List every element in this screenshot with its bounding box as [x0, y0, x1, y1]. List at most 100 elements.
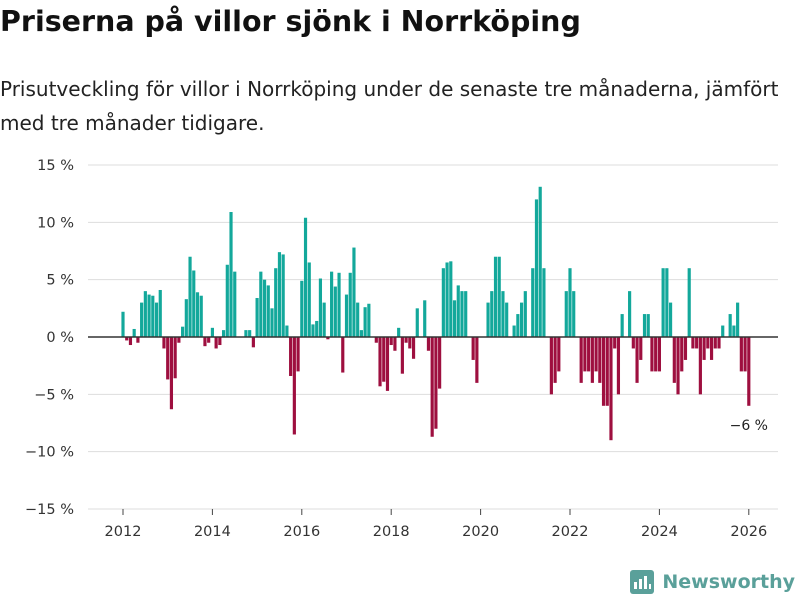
page-title: Priserna på villor sjönk i Norrköping — [0, 5, 581, 38]
bar — [184, 299, 188, 337]
bar — [356, 302, 360, 337]
bar — [523, 291, 527, 337]
bar — [739, 337, 743, 372]
bar — [326, 337, 330, 340]
bar — [393, 337, 397, 351]
bar — [538, 186, 542, 337]
bar — [404, 337, 408, 343]
bar — [665, 268, 669, 337]
bar — [128, 337, 133, 346]
bar — [136, 337, 140, 343]
bar — [218, 337, 222, 346]
bar — [646, 314, 650, 337]
bar — [542, 268, 546, 337]
bar — [676, 337, 680, 395]
bar — [613, 337, 617, 349]
bar — [125, 337, 129, 341]
bar — [333, 286, 337, 337]
y-tick-label: −15 % — [25, 502, 74, 518]
bar — [456, 285, 460, 337]
bar — [568, 268, 572, 337]
bar — [408, 337, 412, 349]
bar — [378, 337, 382, 387]
bar — [296, 337, 300, 372]
bar — [147, 294, 151, 337]
bar — [657, 337, 661, 372]
bar — [534, 199, 539, 337]
bar — [341, 337, 345, 373]
bar — [668, 302, 673, 337]
bar — [154, 302, 159, 337]
bar — [315, 320, 319, 337]
bar — [266, 285, 270, 337]
bar — [732, 325, 736, 337]
bar — [244, 330, 248, 337]
bar — [423, 300, 427, 337]
bar — [490, 291, 494, 337]
bar — [415, 308, 419, 337]
bar — [553, 337, 557, 383]
bar — [255, 298, 259, 337]
x-tick-label: 2012 — [105, 524, 142, 540]
bar — [501, 291, 505, 337]
bar — [628, 291, 632, 337]
bar — [225, 264, 229, 337]
bar — [549, 337, 553, 395]
bar — [300, 280, 304, 337]
bar — [475, 337, 479, 383]
bar — [400, 337, 404, 374]
page-subtitle: Prisutveckling för villor i Norrköping u… — [0, 77, 779, 135]
bar — [348, 272, 352, 337]
bar — [382, 337, 386, 382]
x-tick-label: 2016 — [283, 524, 320, 540]
bar — [497, 256, 501, 337]
bar — [598, 337, 602, 383]
bar — [691, 337, 695, 349]
bar — [519, 302, 524, 337]
bar — [344, 294, 349, 337]
bar — [449, 261, 453, 337]
bar — [277, 252, 282, 337]
bar — [605, 337, 609, 406]
bar — [616, 337, 621, 395]
bar — [203, 337, 207, 347]
bar — [140, 302, 144, 337]
bar — [680, 337, 684, 372]
bar — [747, 337, 751, 406]
bar — [262, 279, 267, 337]
bar — [590, 337, 594, 383]
x-tick-label: 2018 — [373, 524, 410, 540]
bar — [609, 337, 613, 441]
bar — [374, 337, 378, 343]
bar — [169, 337, 174, 410]
y-tick-label: 10 % — [37, 215, 74, 231]
bar — [192, 270, 196, 337]
bar — [639, 337, 643, 360]
bar — [564, 291, 568, 337]
bar — [289, 337, 293, 376]
bar — [292, 337, 296, 435]
bar — [221, 330, 226, 337]
bar — [438, 337, 442, 389]
y-tick-label: −5 % — [34, 387, 74, 403]
bar — [426, 337, 431, 351]
bar — [285, 325, 289, 337]
bar — [583, 337, 587, 372]
bar — [397, 327, 401, 337]
bar — [721, 325, 725, 337]
bar — [516, 314, 520, 337]
bar — [452, 300, 457, 337]
x-tick-label: 2024 — [641, 524, 678, 540]
bar — [706, 337, 710, 349]
bar — [698, 337, 702, 395]
bar — [188, 256, 192, 337]
bar — [229, 212, 233, 337]
y-tick-label: −10 % — [25, 445, 74, 461]
bar — [259, 271, 263, 337]
bar — [281, 254, 285, 337]
bar — [430, 337, 434, 437]
bar — [531, 268, 535, 337]
bar — [579, 337, 583, 383]
brand-logo: Newsworthy — [630, 570, 795, 594]
